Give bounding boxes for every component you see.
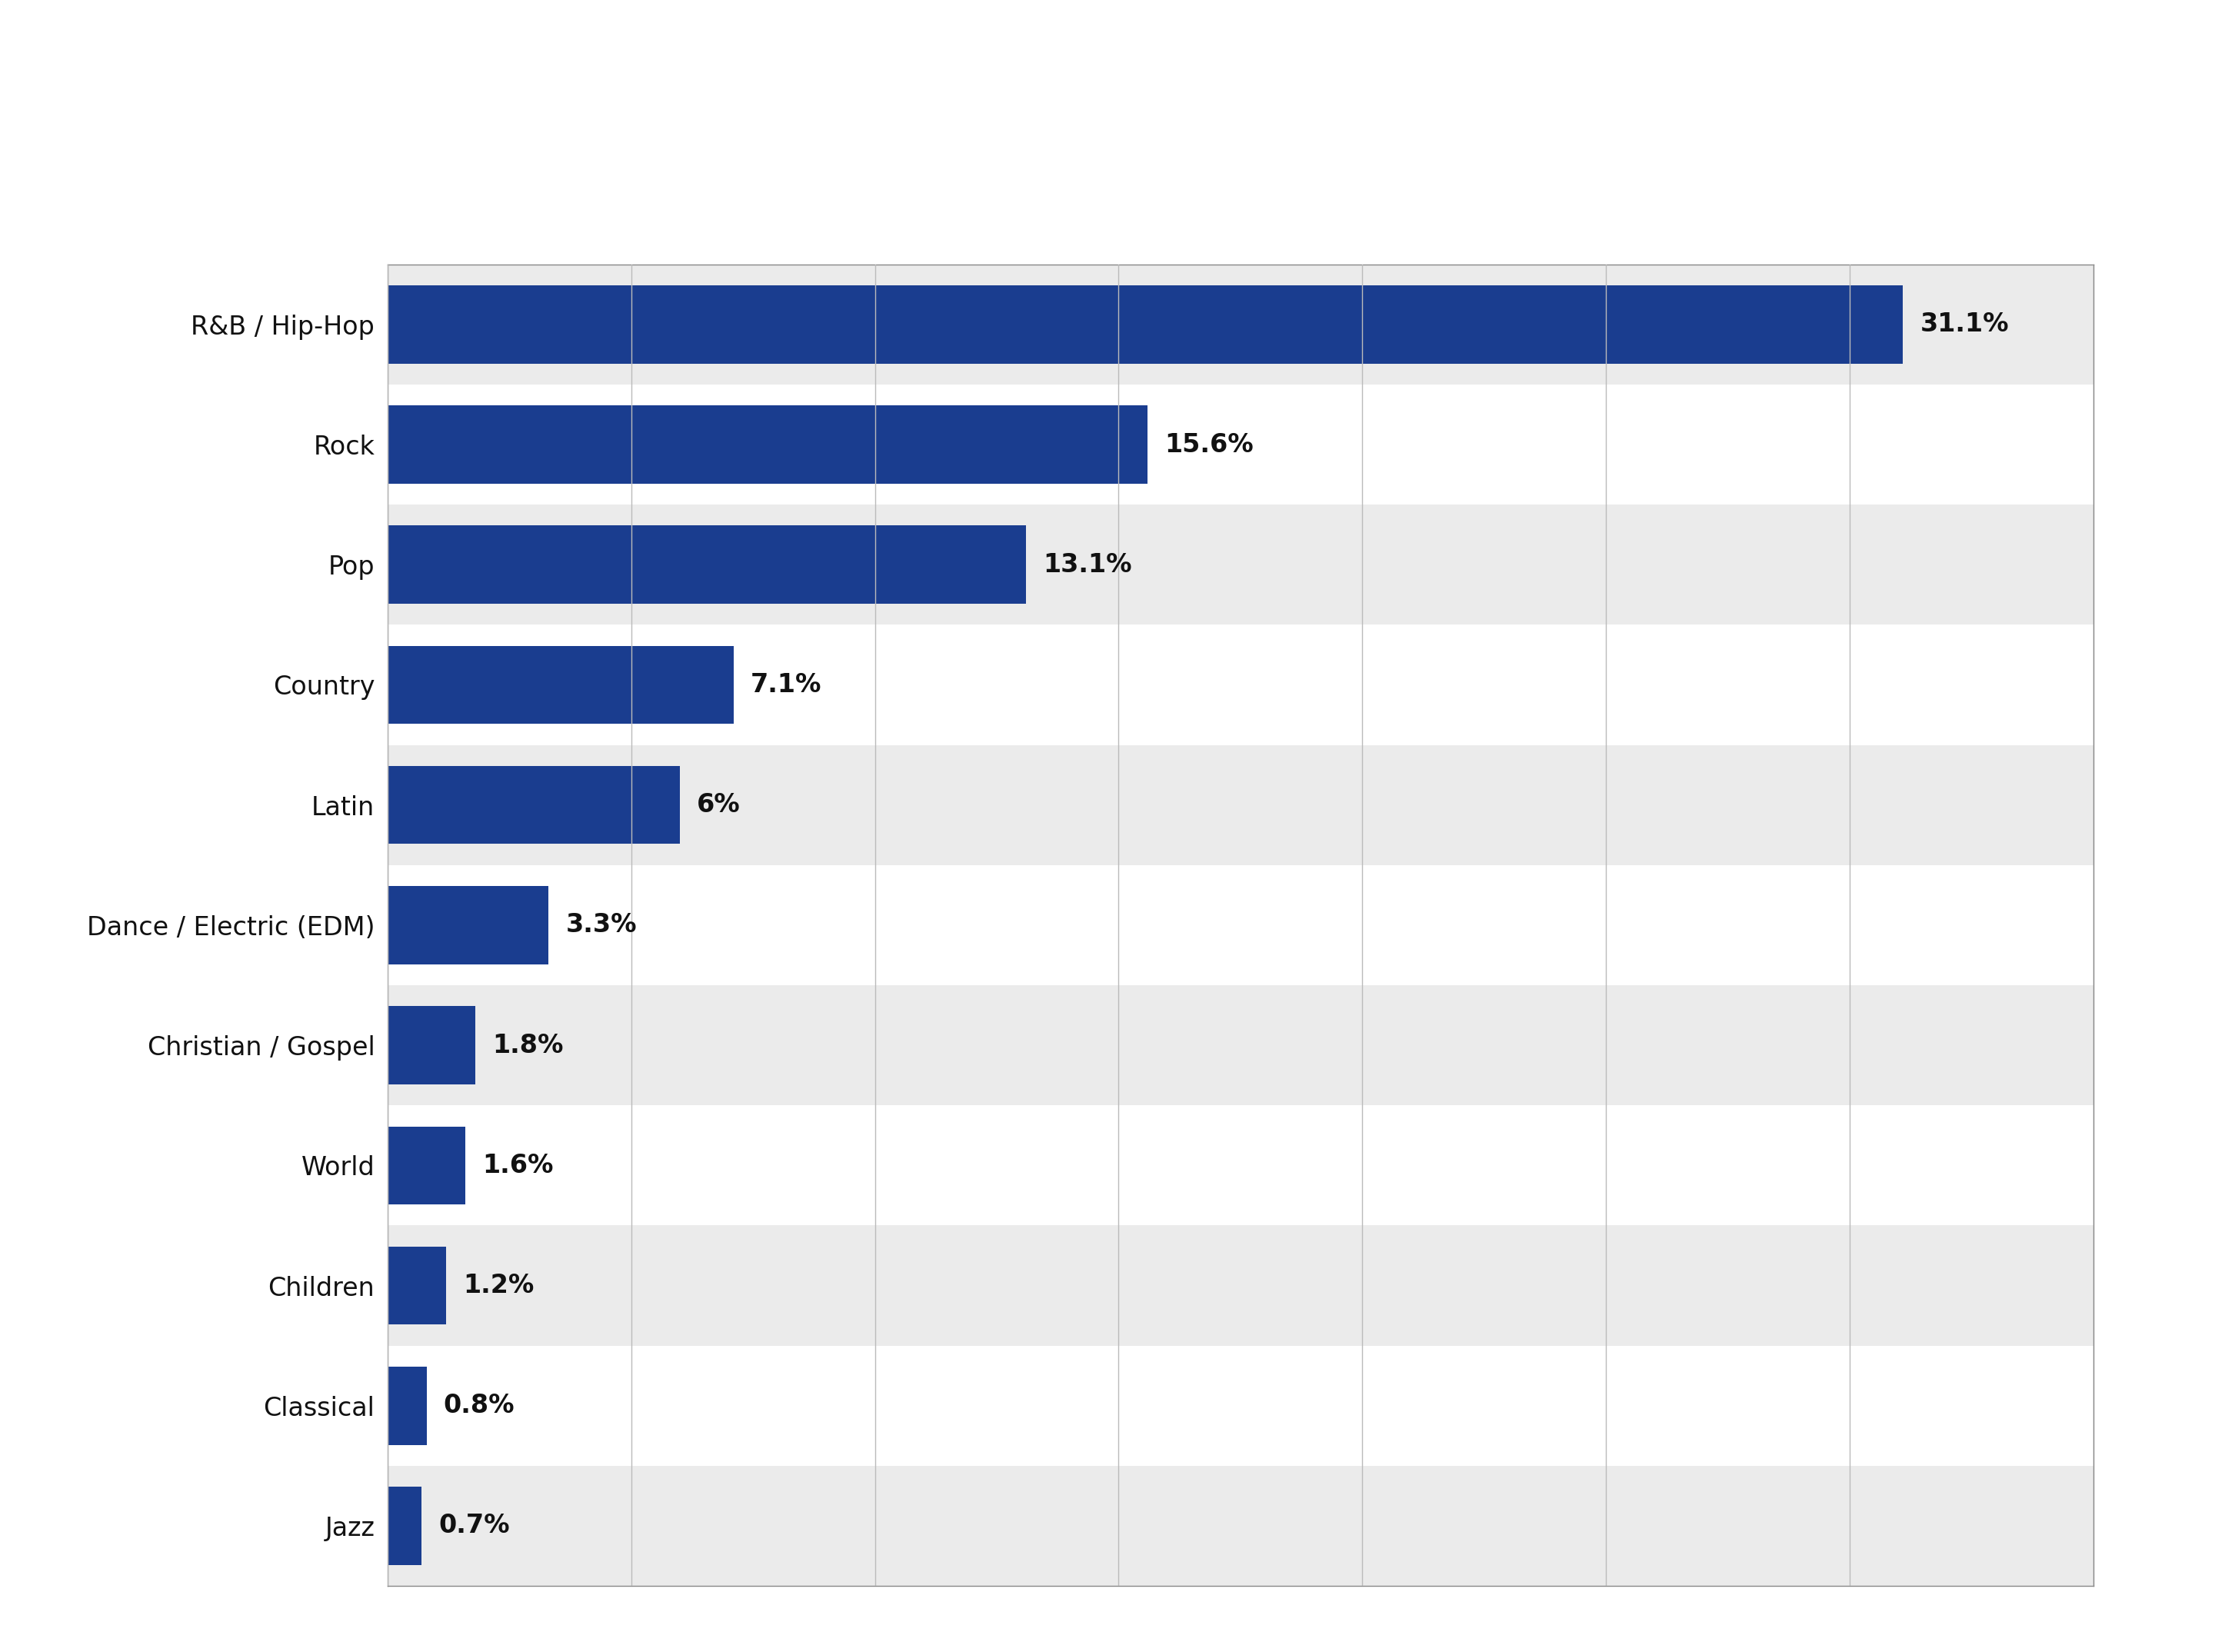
Bar (388, 525, 1026, 603)
Text: 1.2%: 1.2% (463, 1274, 534, 1298)
Text: 3.3%: 3.3% (565, 912, 636, 938)
Text: 6%: 6% (698, 793, 740, 818)
Text: Distribution of Streamed Music Consumption in the
United States in 2020 by Genre: Distribution of Streamed Music Consumpti… (521, 63, 1694, 160)
Bar (388, 1346, 2093, 1465)
Bar (388, 405, 1147, 484)
Bar (388, 767, 680, 844)
Bar (388, 1105, 2093, 1226)
Bar (388, 1366, 427, 1446)
Text: 1.8%: 1.8% (492, 1032, 563, 1057)
Bar (388, 1006, 476, 1084)
Bar (388, 1247, 445, 1325)
Bar (388, 745, 2093, 866)
Bar (388, 1465, 2093, 1586)
Bar (388, 1226, 2093, 1346)
Bar (388, 504, 2093, 624)
Bar (388, 985, 2093, 1105)
Bar (388, 646, 733, 724)
Text: 13.1%: 13.1% (1043, 552, 1132, 577)
Bar (388, 1487, 421, 1564)
Text: 7.1%: 7.1% (751, 672, 822, 697)
Bar (388, 624, 2093, 745)
Bar (388, 385, 2093, 504)
Bar (388, 1127, 465, 1204)
Text: 15.6%: 15.6% (1165, 431, 1254, 458)
Text: 0.8%: 0.8% (443, 1393, 514, 1419)
Text: 0.7%: 0.7% (439, 1513, 509, 1538)
Bar (388, 264, 2093, 385)
Text: 1.6%: 1.6% (483, 1153, 554, 1178)
Text: 31.1%: 31.1% (1920, 312, 2009, 337)
Bar (388, 866, 2093, 985)
Bar (388, 286, 1903, 363)
Bar (388, 885, 549, 965)
